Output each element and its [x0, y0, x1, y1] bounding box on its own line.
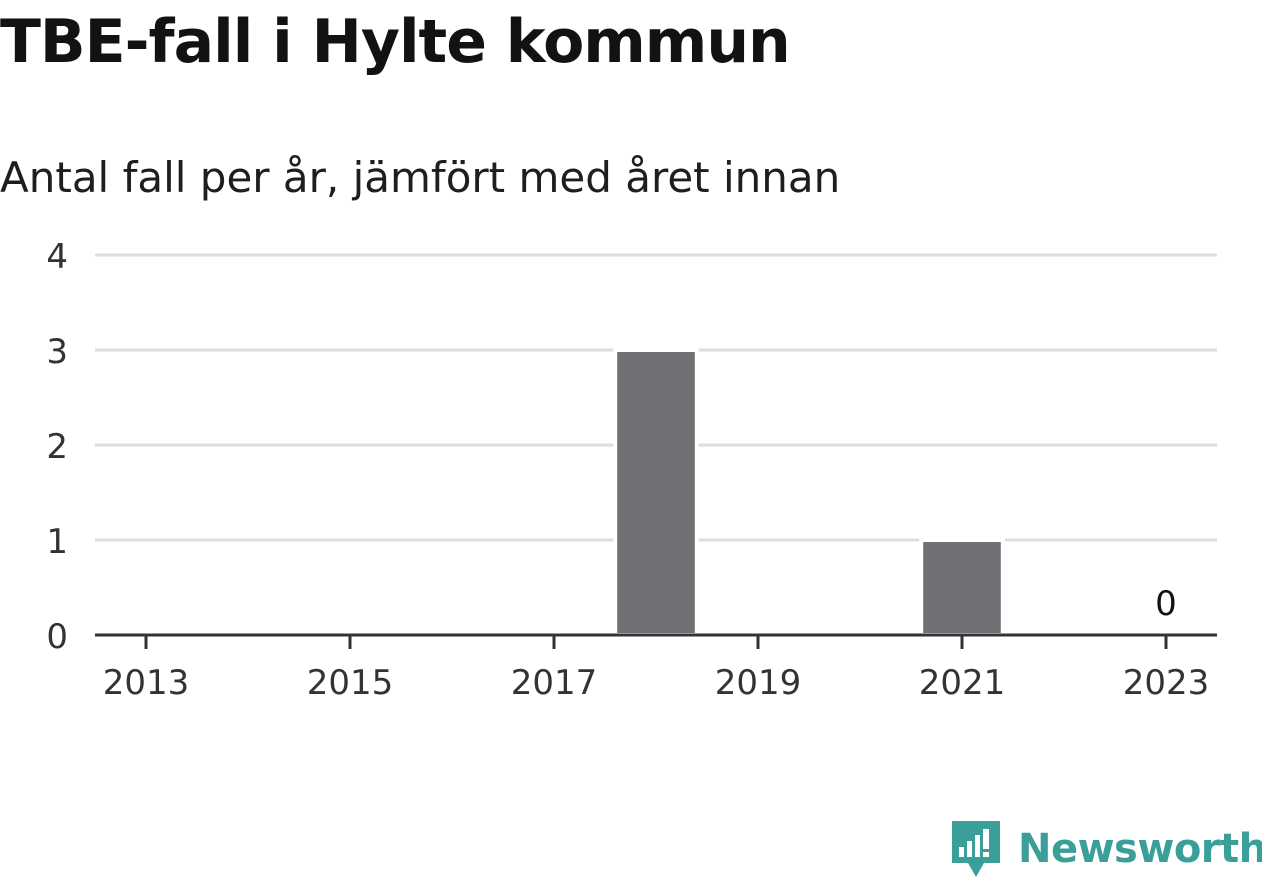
- chart-title: TBE-fall i Hylte kommun: [0, 7, 791, 77]
- newsworthy-brand: Newsworthy: [950, 818, 1262, 880]
- bar-2018: [613, 348, 699, 637]
- y-tick-label: 2: [46, 427, 68, 467]
- y-tick-label: 3: [46, 332, 68, 372]
- y-tick-label: 4: [46, 237, 68, 277]
- y-tick-label: 1: [46, 522, 68, 562]
- bar-2021: [919, 538, 1005, 637]
- brand-name: Newsworthy: [1018, 826, 1262, 872]
- x-tick-label: 2013: [103, 663, 190, 703]
- y-axis: 0 1 2 3 4: [46, 237, 68, 657]
- y-tick-label: 0: [46, 617, 68, 657]
- newsworthy-logo-icon: [952, 821, 1000, 877]
- data-labels: 0: [1155, 584, 1177, 624]
- chart-subtitle: Antal fall per år, jämfört med året inna…: [0, 153, 841, 202]
- x-tick-label: 2023: [1123, 663, 1210, 703]
- x-tick-label: 2021: [919, 663, 1006, 703]
- x-tick-label: 2015: [307, 663, 394, 703]
- data-label-2023: 0: [1155, 584, 1177, 624]
- bars: [613, 348, 1005, 637]
- x-tick-label: 2017: [511, 663, 598, 703]
- x-axis: 2013 2015 2017 2019 2021 2023: [95, 633, 1217, 703]
- x-tick-label: 2019: [715, 663, 802, 703]
